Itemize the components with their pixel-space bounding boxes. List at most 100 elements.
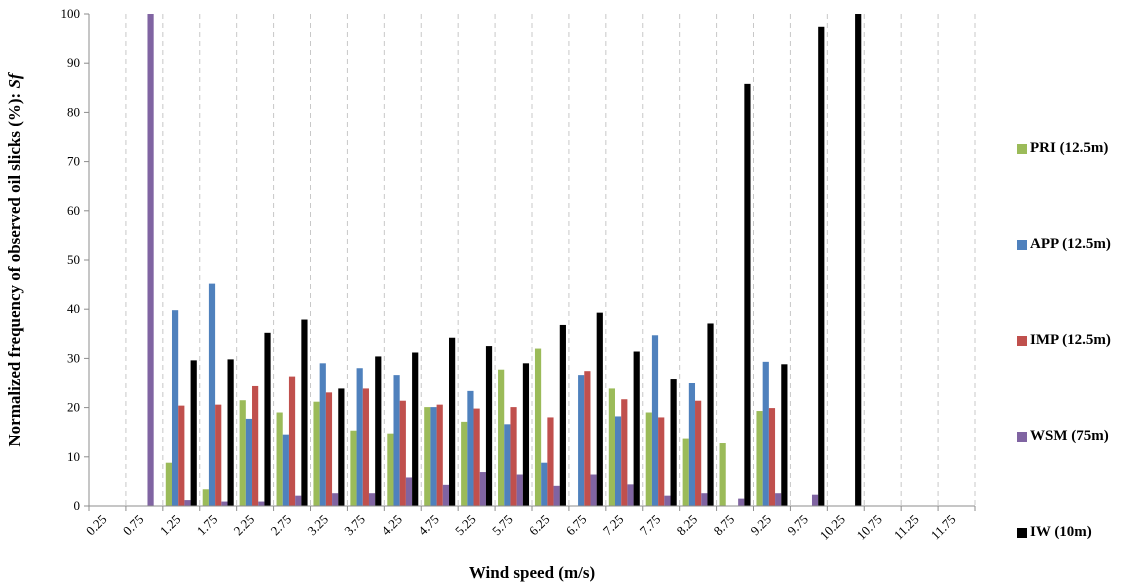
x-tick-label: 2.25 bbox=[231, 512, 258, 539]
y-tick-label: 80 bbox=[67, 104, 80, 119]
bar bbox=[818, 26, 825, 507]
bar bbox=[651, 335, 659, 506]
x-tick-label: 3.75 bbox=[341, 512, 368, 539]
bar bbox=[485, 346, 493, 506]
x-tick-label: 2.75 bbox=[267, 512, 294, 539]
y-axis-title-main: Normalized frequency of observed oil sli… bbox=[5, 89, 24, 447]
grid-lines bbox=[125, 14, 976, 506]
y-axis-title: Normalized frequency of observed oil sli… bbox=[5, 71, 24, 447]
bar bbox=[584, 371, 591, 506]
bar bbox=[362, 388, 369, 506]
bar bbox=[208, 283, 216, 506]
bar bbox=[387, 433, 394, 506]
bar bbox=[578, 375, 585, 506]
y-tick-label: 40 bbox=[67, 301, 80, 316]
bar bbox=[688, 383, 696, 506]
bar bbox=[332, 493, 339, 506]
chart: 0 10 20 30 40 50 60 70 80 90 100 0.25 0.75 1.25 1.75 2.… bbox=[5, 6, 976, 582]
bar bbox=[516, 474, 523, 506]
legend-item: WSM (75m) bbox=[1017, 428, 1109, 445]
legend-label: IMP (12.5m) bbox=[1030, 332, 1111, 348]
y-tick-label: 70 bbox=[67, 154, 80, 169]
bar bbox=[227, 359, 234, 506]
legend-item: IW (10m) bbox=[1017, 524, 1092, 541]
bar bbox=[252, 385, 259, 506]
x-tick-label: 6.25 bbox=[526, 512, 553, 539]
bar bbox=[621, 399, 628, 506]
bar bbox=[461, 421, 468, 506]
bar bbox=[202, 489, 209, 506]
x-tick-label: 10.75 bbox=[854, 512, 885, 543]
bar bbox=[350, 430, 357, 506]
x-tick-label: 6.75 bbox=[563, 512, 590, 539]
bar bbox=[614, 416, 622, 506]
bar bbox=[596, 312, 603, 506]
legend-swatch bbox=[1017, 527, 1027, 538]
y-tick-label: 90 bbox=[67, 55, 80, 70]
bar bbox=[221, 501, 228, 506]
y-tick-label: 60 bbox=[67, 203, 80, 218]
bar bbox=[608, 388, 615, 506]
bar bbox=[768, 408, 776, 506]
bar bbox=[738, 498, 745, 506]
legend-label: PRI (12.5m) bbox=[1030, 140, 1109, 156]
bar bbox=[762, 361, 769, 506]
y-tick-label: 20 bbox=[67, 400, 80, 415]
bar bbox=[658, 417, 665, 506]
bar bbox=[338, 388, 345, 506]
bar bbox=[541, 462, 548, 506]
x-tick-label: 10.25 bbox=[817, 512, 848, 543]
bar bbox=[473, 408, 480, 506]
x-axis-title: Wind speed (m/s) bbox=[469, 563, 595, 582]
bar bbox=[744, 83, 751, 506]
bar bbox=[245, 418, 253, 506]
bar bbox=[855, 14, 862, 506]
legend-swatch bbox=[1017, 335, 1027, 346]
y-tick-label: 10 bbox=[67, 449, 80, 464]
bar bbox=[215, 404, 222, 506]
x-tick-label: 7.75 bbox=[637, 512, 664, 539]
legend-item: PRI (12.5m) bbox=[1017, 140, 1108, 157]
bar bbox=[356, 368, 363, 506]
bar bbox=[781, 364, 788, 506]
bar bbox=[479, 472, 486, 506]
legend-label: WSM (75m) bbox=[1030, 428, 1109, 444]
legend-swatch bbox=[1017, 239, 1027, 250]
bar bbox=[276, 412, 283, 506]
y-tick-label: 100 bbox=[61, 6, 81, 21]
bar bbox=[288, 376, 296, 506]
bar bbox=[633, 351, 640, 506]
bar bbox=[264, 332, 271, 506]
bar bbox=[664, 495, 671, 506]
bar bbox=[627, 484, 634, 506]
x-tick-label: 5.25 bbox=[452, 512, 479, 539]
x-tick-label: 3.25 bbox=[304, 512, 331, 539]
x-tick-label: 1.25 bbox=[157, 512, 184, 539]
bar bbox=[184, 500, 191, 506]
bar bbox=[670, 379, 677, 506]
bar bbox=[701, 493, 708, 506]
x-tick-label: 11.25 bbox=[891, 512, 922, 543]
bar bbox=[436, 404, 443, 506]
bar bbox=[442, 484, 450, 506]
legend-swatch bbox=[1017, 143, 1027, 154]
bar bbox=[449, 337, 456, 506]
bar bbox=[375, 356, 382, 506]
bar bbox=[282, 434, 289, 506]
bar bbox=[165, 462, 172, 506]
legend-swatch bbox=[1017, 431, 1027, 442]
y-tick-label: 50 bbox=[67, 252, 80, 267]
bar bbox=[147, 14, 154, 506]
bar bbox=[498, 369, 505, 506]
legend-label: IW (10m) bbox=[1030, 524, 1092, 540]
bar bbox=[399, 400, 406, 506]
bar bbox=[534, 348, 542, 506]
bar bbox=[682, 438, 689, 506]
bar-series-group bbox=[147, 14, 862, 507]
bar bbox=[811, 494, 819, 506]
bar bbox=[510, 407, 517, 506]
bar bbox=[313, 401, 320, 506]
x-tick-label: 5.75 bbox=[489, 512, 516, 539]
bar bbox=[590, 474, 597, 506]
x-tick-label: 4.25 bbox=[378, 512, 405, 539]
